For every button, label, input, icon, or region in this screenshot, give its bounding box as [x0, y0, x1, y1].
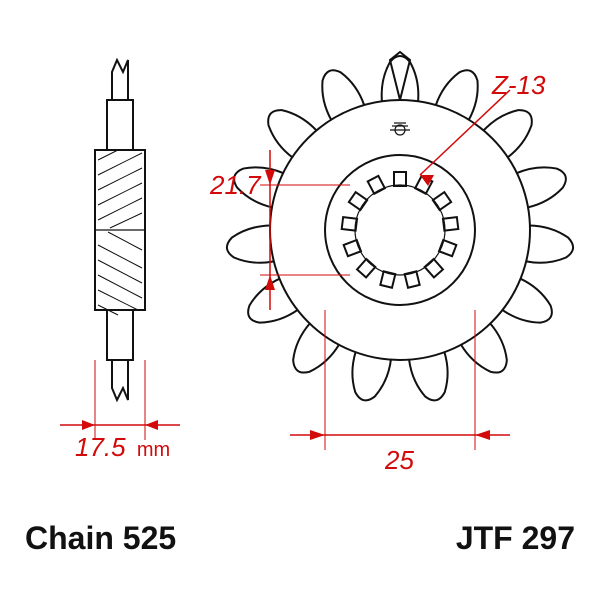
- dim-bolt-circle: 25: [385, 445, 414, 476]
- chain-spec: Chain 525: [25, 520, 176, 557]
- callout-z: Z-13: [492, 70, 545, 101]
- spline-bore: [342, 172, 459, 288]
- dim-width-unit: mm: [137, 439, 170, 461]
- logo-mark: [390, 123, 410, 135]
- diagram-canvas: Z-13 21.7 25 17.5 mm Chain 525 JTF 297: [0, 0, 600, 600]
- dim-width: 17.5 mm: [75, 432, 170, 463]
- dim-bore: 21.7: [210, 170, 261, 201]
- part-number: JTF 297: [456, 520, 575, 557]
- dim-width-value: 17.5: [75, 432, 126, 462]
